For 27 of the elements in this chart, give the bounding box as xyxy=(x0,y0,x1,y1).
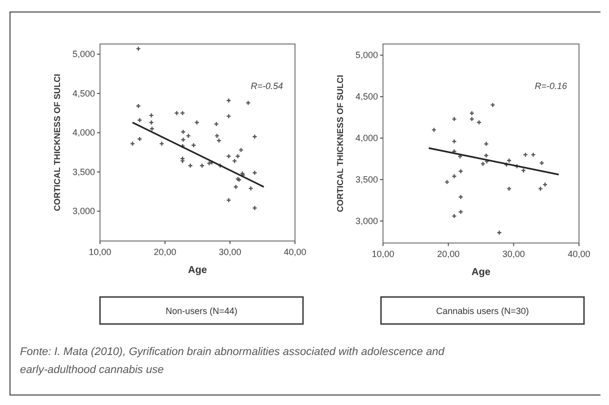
y-axis-title: CORTICAL THICKNESS OF SULCI xyxy=(335,74,345,212)
y-axis-title: CORTICAL THICKNESS OF SULCI xyxy=(52,74,62,212)
y-tick-label: 3,000 xyxy=(355,216,378,226)
x-tick-label: 40,00 xyxy=(284,247,306,257)
x-tick-label: 20,00 xyxy=(154,247,176,257)
y-tick-label: 5,000 xyxy=(355,50,378,60)
x-tick-label: 10,00 xyxy=(372,249,394,259)
y-tick-label: 3,000 xyxy=(72,206,95,216)
y-tick-label: 4,500 xyxy=(72,88,95,98)
x-tick-label: 10,00 xyxy=(88,247,112,257)
x-tick-label: 40,00 xyxy=(568,249,590,259)
annotation: R=-0.54 xyxy=(250,81,283,91)
x-tick-label: 20,00 xyxy=(437,249,460,259)
x-tick-label: 30,00 xyxy=(218,247,242,257)
y-tick-label: 3,500 xyxy=(355,174,378,185)
y-tick-label: 4,000 xyxy=(72,128,95,138)
y-tick-label: 5,000 xyxy=(72,49,95,60)
source-note: Fonte: I. Mata (2010), Gyrification brain abnormalities associated with adolescence and early-adulthood cannabis use xyxy=(20,346,446,376)
text: Non-users (N=44) xyxy=(166,306,238,316)
y-tick-label: 4,000 xyxy=(355,133,378,144)
x-tick-label: 30,00 xyxy=(502,249,525,259)
x-axis-title: Age xyxy=(472,267,491,278)
text: Cannabis users (N=30) xyxy=(436,306,529,316)
y-tick-label: 3,500 xyxy=(72,166,95,177)
y-tick-label: 4,500 xyxy=(355,92,378,102)
annotation: R=-0.16 xyxy=(534,81,567,91)
x-axis-title: Age xyxy=(188,265,208,276)
